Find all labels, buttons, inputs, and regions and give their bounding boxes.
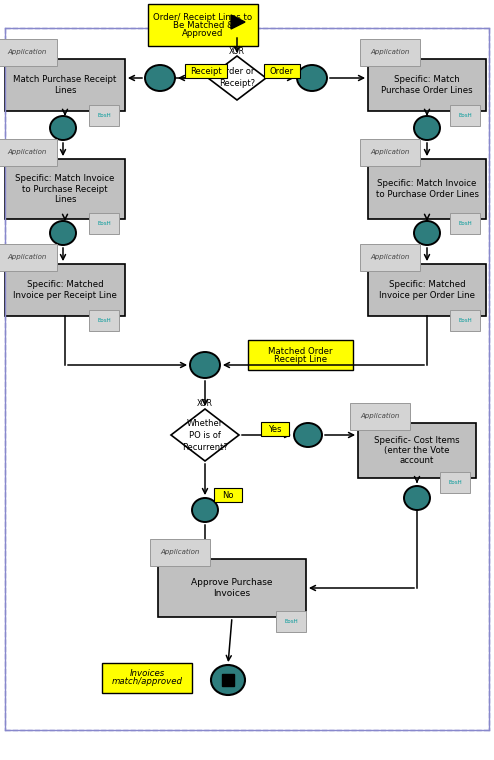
Ellipse shape	[145, 65, 175, 91]
Text: Application: Application	[370, 254, 410, 260]
Bar	[5, 264, 125, 316]
Bar	[264, 64, 300, 78]
Polygon shape	[171, 409, 239, 461]
Text: Receipt Line: Receipt Line	[274, 354, 327, 363]
Text: Specific: Match
Purchase Order Lines: Specific: Match Purchase Order Lines	[381, 75, 473, 95]
Ellipse shape	[50, 221, 76, 245]
Text: Be Matched &: Be Matched &	[172, 21, 233, 30]
Text: EosH: EosH	[284, 619, 298, 624]
Text: Recurrent?: Recurrent?	[182, 442, 228, 451]
Polygon shape	[231, 15, 245, 29]
Text: Approve Purchase
Invoices: Approve Purchase Invoices	[191, 578, 273, 597]
Bar	[185, 64, 227, 78]
Ellipse shape	[297, 65, 327, 91]
Text: XOR: XOR	[229, 47, 245, 56]
Text: EosH: EosH	[97, 113, 111, 118]
Text: match/approved: match/approved	[112, 677, 182, 686]
Bar	[214, 488, 242, 502]
Text: Order/ Receipt Lines to: Order/ Receipt Lines to	[154, 12, 252, 21]
Ellipse shape	[414, 116, 440, 140]
Bar	[358, 423, 476, 478]
Text: Matched Order: Matched Order	[268, 347, 333, 356]
Ellipse shape	[50, 116, 76, 140]
Bar	[5, 59, 125, 111]
Bar	[368, 264, 486, 316]
Text: Specific: Match Invoice
to Purchase Receipt
Lines: Specific: Match Invoice to Purchase Rece…	[15, 174, 115, 204]
Text: Receipt?: Receipt?	[219, 80, 255, 88]
Text: Approved: Approved	[182, 28, 224, 37]
Ellipse shape	[190, 352, 220, 378]
Bar	[368, 159, 486, 219]
Text: EosH: EosH	[448, 480, 462, 485]
Ellipse shape	[404, 486, 430, 510]
Text: Application: Application	[360, 413, 399, 419]
Text: EosH: EosH	[97, 221, 111, 226]
Ellipse shape	[294, 423, 322, 447]
Bar	[158, 559, 306, 617]
Text: Application: Application	[7, 254, 46, 260]
Text: Application: Application	[370, 49, 410, 55]
Bar	[368, 59, 486, 111]
Text: Specific- Cost Items
(enter the Vote
account: Specific- Cost Items (enter the Vote acc…	[374, 435, 460, 465]
Text: Specific: Match Invoice
to Purchase Order Lines: Specific: Match Invoice to Purchase Orde…	[375, 179, 479, 198]
Text: No: No	[222, 490, 234, 499]
Text: EosH: EosH	[458, 221, 472, 226]
Text: XOR: XOR	[197, 400, 213, 409]
Text: Specific: Matched
Invoice per Receipt Line: Specific: Matched Invoice per Receipt Li…	[13, 280, 117, 299]
Text: Match Purchase Receipt
Lines: Match Purchase Receipt Lines	[13, 75, 117, 95]
Text: Application: Application	[7, 149, 46, 155]
Ellipse shape	[414, 221, 440, 245]
Text: Order: Order	[270, 67, 294, 75]
Ellipse shape	[211, 665, 245, 695]
Text: Invoices: Invoices	[129, 670, 165, 679]
Text: Order or: Order or	[219, 68, 255, 77]
Text: EosH: EosH	[458, 113, 472, 118]
Text: Application: Application	[7, 49, 46, 55]
Text: EosH: EosH	[97, 318, 111, 323]
Text: Receipt: Receipt	[190, 67, 222, 75]
Text: Specific: Matched
Invoice per Order Line: Specific: Matched Invoice per Order Line	[379, 280, 475, 299]
Text: EosH: EosH	[458, 318, 472, 323]
Bar	[248, 340, 353, 370]
Text: PO is of: PO is of	[189, 430, 221, 439]
Text: Application: Application	[160, 549, 200, 555]
Bar	[5, 159, 125, 219]
Bar	[261, 422, 289, 436]
Bar	[148, 4, 258, 46]
Text: Application: Application	[370, 149, 410, 155]
Ellipse shape	[192, 498, 218, 522]
Bar	[222, 674, 234, 686]
Ellipse shape	[222, 9, 252, 35]
Polygon shape	[208, 56, 266, 100]
Text: Yes: Yes	[268, 425, 282, 433]
Bar	[102, 663, 192, 693]
Text: Whether: Whether	[187, 419, 223, 427]
